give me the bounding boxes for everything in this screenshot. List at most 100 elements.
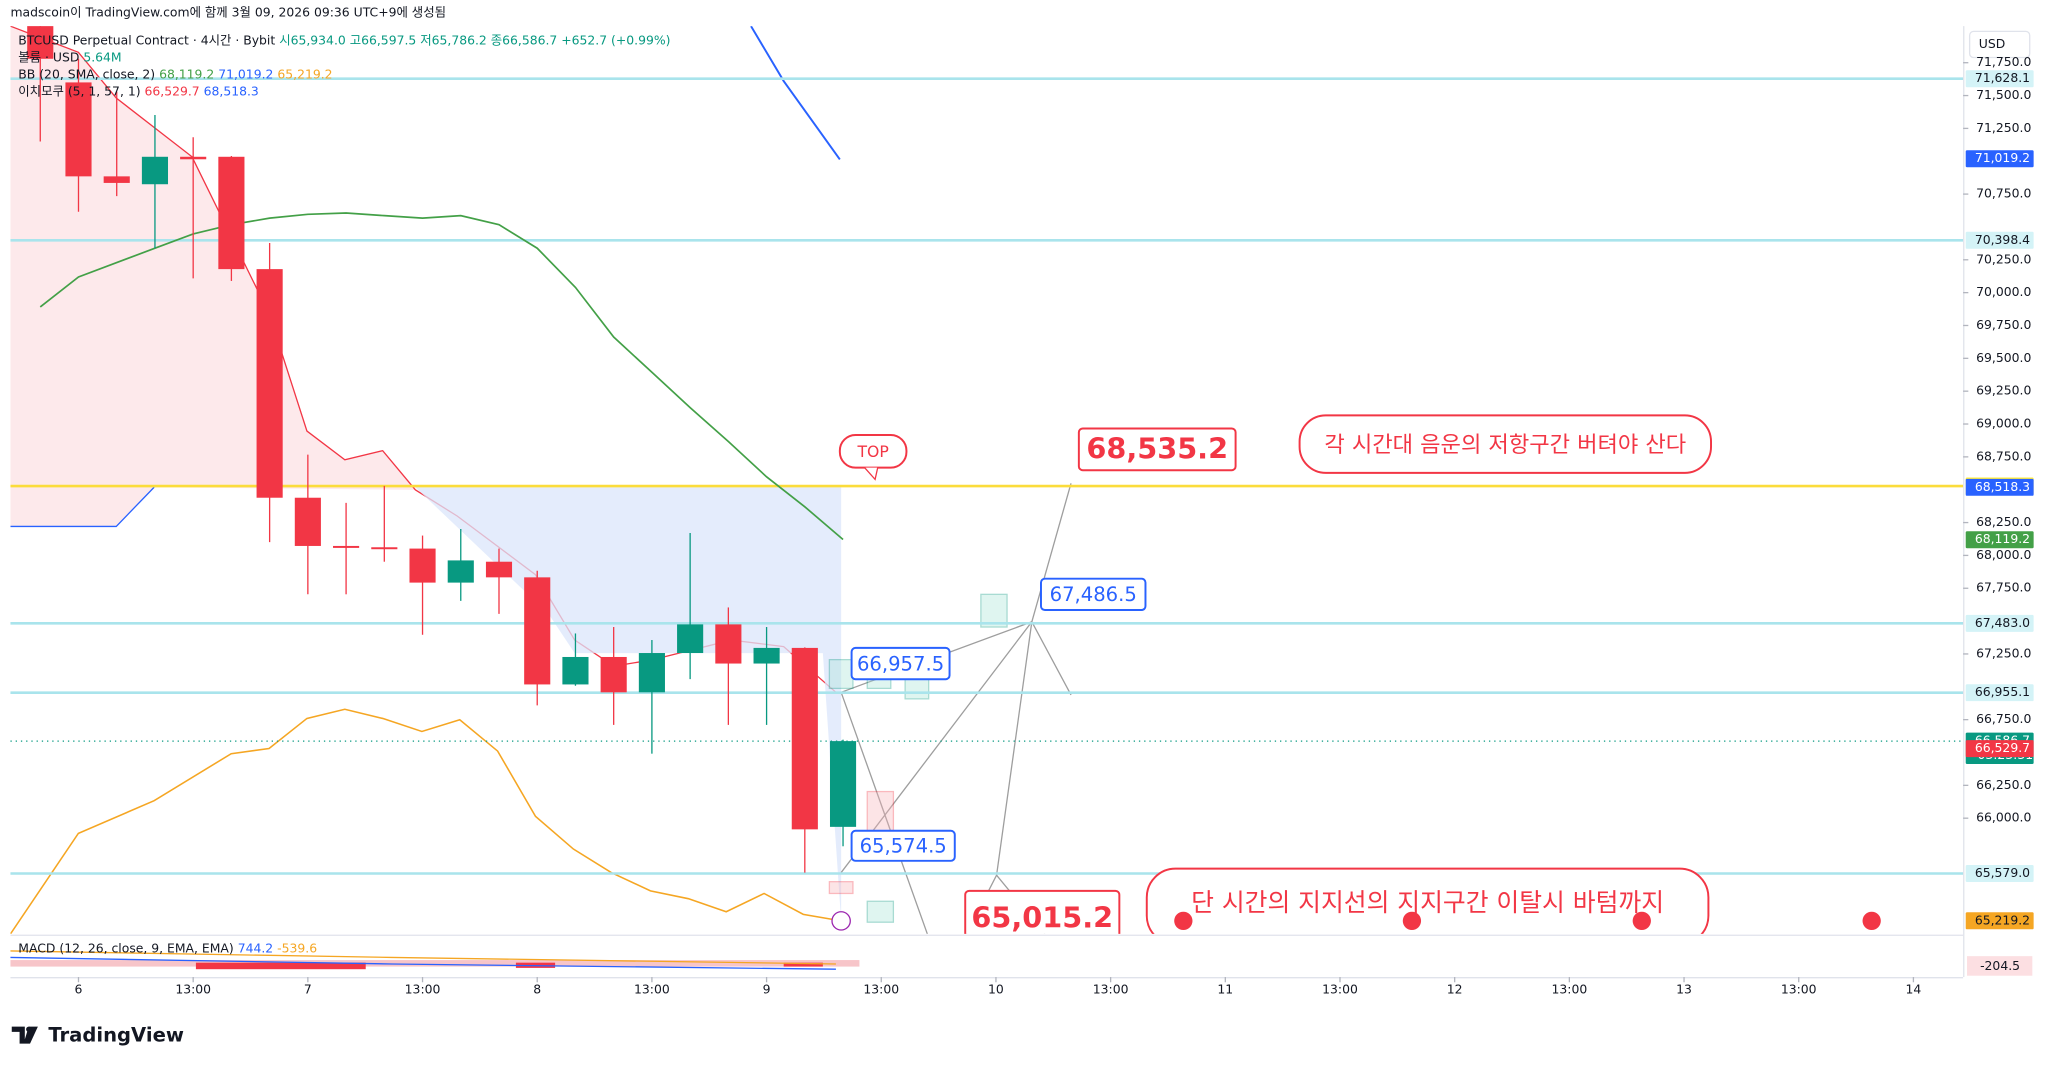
candle-body xyxy=(447,560,474,583)
y-tick-label: 68,000.0 xyxy=(1976,547,2031,562)
x-tick-label: 6 xyxy=(75,982,83,997)
x-tick-label: 8 xyxy=(533,982,541,997)
y-tick-label: 68,250.0 xyxy=(1976,514,2031,529)
candle-body xyxy=(256,269,283,498)
x-tick-label: 12 xyxy=(1447,982,1463,997)
legend-line: BB (20, SMA, close, 2) 68,119.2 71,019.2… xyxy=(18,66,332,81)
ichimoku-cloud xyxy=(10,26,416,527)
y-tick-label: 70,000.0 xyxy=(1976,284,2031,299)
macd-title: MACD (12, 26, close, 9, EMA, EMA) xyxy=(18,940,233,955)
x-tick-label: 13:00 xyxy=(1552,982,1588,997)
price-label: 71,628.1 xyxy=(1975,70,2030,85)
legend-part: 65,219.2 xyxy=(277,66,332,81)
x-tick-label: 7 xyxy=(304,982,312,997)
event-icon xyxy=(1174,911,1193,931)
credit: madscoin이 TradingView.com에 함께 3월 09, 202… xyxy=(10,5,446,20)
annotation: 각 시간대 음운의 저항구간 버텨야 산다 xyxy=(1324,432,1686,458)
price-label: 71,019.2 xyxy=(1975,150,2030,165)
annotations: TOP 68,535.2 각 시간대 음운의 저항구간 버텨야 산다 67,486.5… xyxy=(838,414,1712,935)
price-label: 65,219.2 xyxy=(1975,912,2030,927)
annotation: 65,015.2 xyxy=(971,901,1113,935)
x-tick-label: 9 xyxy=(763,982,771,997)
candle-body xyxy=(409,548,436,583)
x-tick-label: 13:00 xyxy=(175,982,211,997)
candle-body xyxy=(141,156,169,185)
legend-part: BB (20, SMA, close, 2) xyxy=(18,66,155,81)
annotation: 67,486.5 xyxy=(1050,583,1137,606)
brand: TradingView xyxy=(48,1023,184,1046)
ghost-candle xyxy=(866,900,895,923)
candle-body xyxy=(562,656,589,685)
macd-histogram xyxy=(783,962,823,967)
candle-body xyxy=(180,156,207,160)
price-label: 67,483.0 xyxy=(1975,615,2030,630)
legend-part: 68,119.2 xyxy=(159,66,214,81)
ghost-candle xyxy=(866,790,895,837)
ghost-candle xyxy=(980,593,1008,628)
legend-part: 68,518.3 xyxy=(204,83,259,98)
candle-body xyxy=(333,545,360,548)
annotation-box xyxy=(1298,414,1712,474)
y-tick-label: 69,750.0 xyxy=(1976,317,2031,332)
x-tick-label: 10 xyxy=(988,982,1004,997)
legend-part: BTCUSD Perpetual Contract · 4시간 · Bybit xyxy=(18,32,275,47)
annotation: TOP xyxy=(856,442,888,461)
legend-part: 시65,934.0 고66,597.5 저65,786.2 종66,586.7 … xyxy=(279,32,670,47)
macd-axis-box xyxy=(1967,956,2033,976)
candle-body xyxy=(65,82,92,177)
logo-mark xyxy=(26,1026,32,1032)
macd-histogram xyxy=(10,960,860,967)
range-box xyxy=(415,487,842,921)
annotation-box xyxy=(850,646,951,681)
price-label-box xyxy=(1965,740,2034,758)
bb-basis xyxy=(39,212,844,541)
macd-axis-label: -204.5 xyxy=(1980,958,2020,973)
annotation: 단 시간의 지지선의 지지구간 이탈시 바텀까지 xyxy=(1191,888,1664,917)
y-tick-label: 69,500.0 xyxy=(1976,350,2031,365)
y-tick-label: 66,000.0 xyxy=(1976,810,2031,825)
event-icons xyxy=(831,911,1881,931)
x-tick-label: 13:00 xyxy=(1781,982,1817,997)
price-label-box xyxy=(1965,531,2034,549)
y-tick-label: 68,750.0 xyxy=(1976,448,2031,463)
x-tick-label: 13:00 xyxy=(1322,982,1358,997)
x-tick-label: 11 xyxy=(1217,982,1233,997)
price-label-box xyxy=(1965,865,2034,882)
price-label-box xyxy=(1965,70,2034,88)
y-tick-label: 67,750.0 xyxy=(1976,580,2031,595)
price-label-box xyxy=(1965,684,2034,702)
event-icon xyxy=(1632,911,1651,931)
candles xyxy=(27,26,857,873)
y-tick-label: 71,750.0 xyxy=(1976,54,2031,69)
macd-value: -539.6 xyxy=(277,940,317,955)
candle-body xyxy=(791,647,818,830)
legend-line: BTCUSD Perpetual Contract · 4시간 · Bybit … xyxy=(18,32,670,47)
candle-body xyxy=(753,647,780,664)
macd-bars xyxy=(10,950,860,970)
legend-part: 66,529.7 xyxy=(145,83,200,98)
candle-body xyxy=(27,26,54,59)
macd-legend: MACD (12, 26, close, 9, EMA, EMA) 744.2 … xyxy=(18,940,317,955)
macd-line xyxy=(10,956,836,970)
annotation-box xyxy=(964,889,1121,934)
price-label: 68,518.3 xyxy=(1975,479,2030,494)
macd-histogram xyxy=(195,962,366,970)
price-label-box xyxy=(1965,150,2034,168)
price-label-box xyxy=(1965,231,2034,249)
x-tick-label: 13:00 xyxy=(634,982,670,997)
candle-body xyxy=(294,497,321,546)
projection-lines xyxy=(840,483,1072,934)
candle-body xyxy=(524,577,551,685)
candle-body xyxy=(829,741,857,827)
price-label: 68,119.2 xyxy=(1975,531,2030,546)
y-tick-label: 66,250.0 xyxy=(1976,777,2031,792)
y-tick-label: 70,750.0 xyxy=(1976,186,2031,201)
price-label: 66,955.1 xyxy=(1975,684,2030,699)
logo-mark xyxy=(11,1026,38,1044)
bb-upper xyxy=(750,26,841,160)
price-label: 70,398.4 xyxy=(1975,232,2030,247)
bb-lower xyxy=(10,708,842,934)
currency-box xyxy=(1968,30,2031,59)
ghost-candle xyxy=(828,658,854,690)
